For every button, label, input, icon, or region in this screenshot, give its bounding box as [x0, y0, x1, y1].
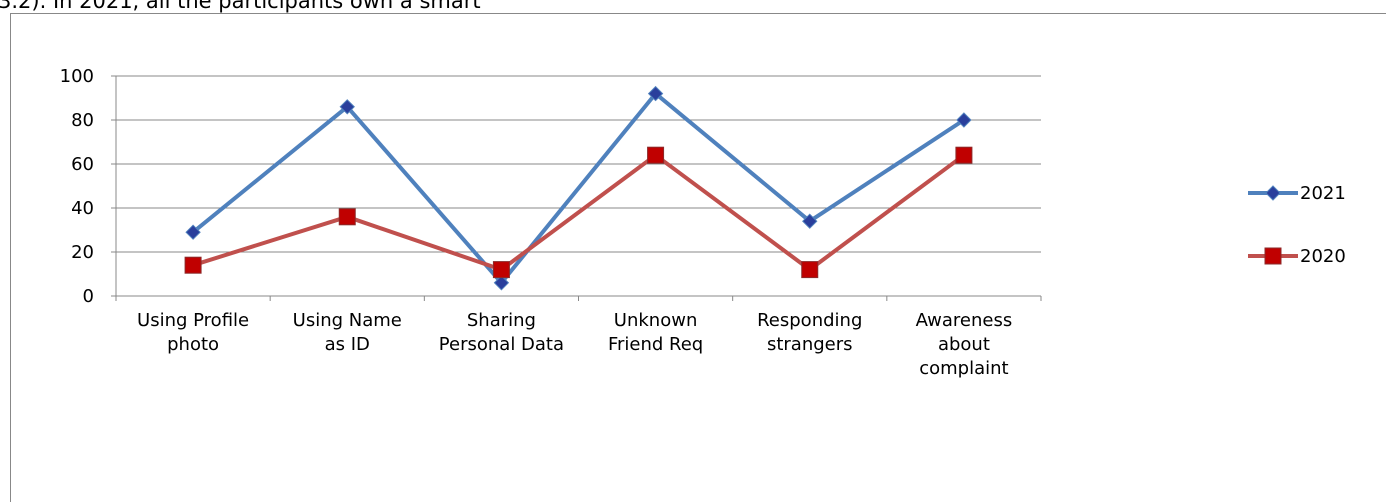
marker — [647, 146, 665, 164]
legend-label: 2020 — [1300, 246, 1346, 267]
marker — [956, 112, 972, 128]
x-tick-label: Using Name — [293, 310, 402, 331]
x-tick-label: Awareness — [916, 310, 1013, 331]
marker — [493, 275, 510, 291]
x-tick-label: photo — [167, 334, 219, 355]
y-tick-label: 80 — [71, 110, 94, 131]
legend-label: 2021 — [1300, 183, 1346, 204]
series-line — [191, 91, 966, 285]
y-tick-label: 100 — [60, 66, 94, 87]
marker — [647, 85, 664, 102]
series-line — [192, 153, 966, 272]
x-tick-label: Friend Req — [608, 334, 703, 355]
marker — [185, 224, 201, 240]
y-tick-label: 60 — [71, 154, 94, 175]
marker — [802, 213, 818, 229]
marker — [338, 208, 356, 226]
chart-frame — [10, 13, 1386, 502]
x-tick-label: as ID — [325, 334, 370, 355]
marker — [184, 256, 202, 274]
x-tick-label: Responding — [757, 310, 862, 331]
x-tick-label: Using Profile — [137, 310, 249, 331]
x-tick-label: complaint — [919, 358, 1008, 379]
x-tick-label: about — [938, 334, 990, 355]
x-tick-label: Personal Data — [439, 334, 564, 355]
y-tick-label: 20 — [71, 242, 94, 263]
marker — [492, 261, 510, 279]
y-tick-label: 0 — [83, 286, 94, 307]
marker — [1264, 247, 1282, 265]
marker — [801, 261, 819, 279]
marker — [955, 146, 973, 164]
marker — [1265, 185, 1281, 201]
y-tick-label: 40 — [71, 198, 94, 219]
marker — [339, 99, 355, 115]
x-tick-label: strangers — [767, 334, 853, 355]
header-text: 3.2). In 2021, all the participants own … — [0, 0, 481, 13]
x-tick-label: Sharing — [467, 310, 536, 331]
x-tick-label: Unknown — [614, 310, 698, 331]
